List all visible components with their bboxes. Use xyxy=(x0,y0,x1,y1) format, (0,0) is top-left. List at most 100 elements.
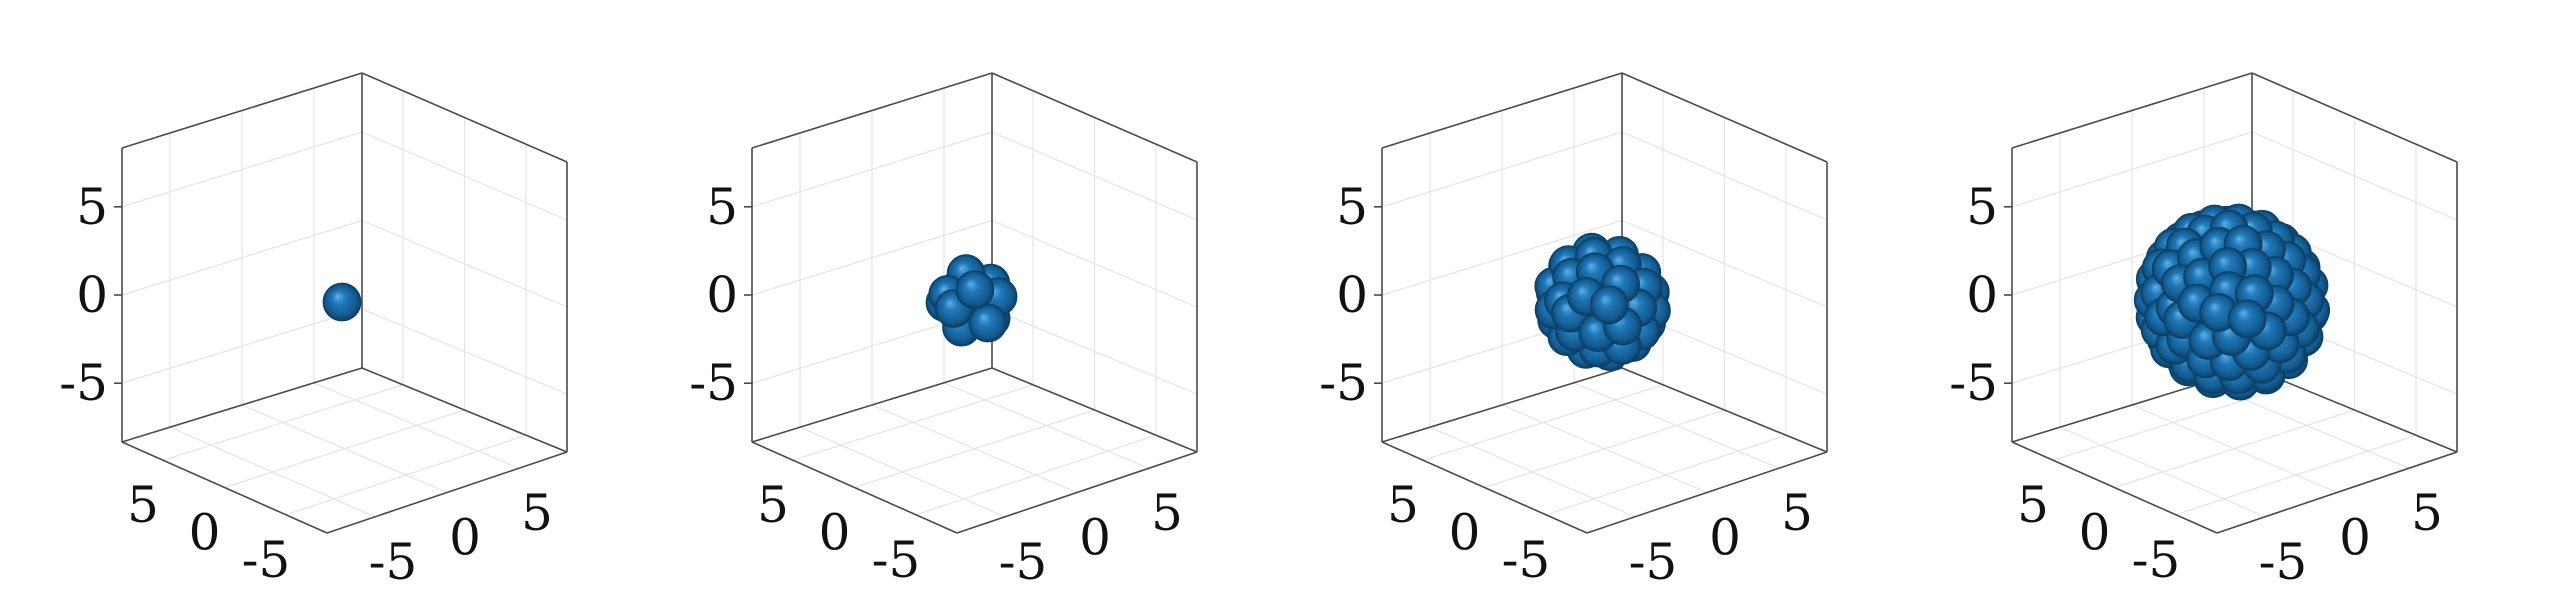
frame-edge xyxy=(2251,72,2458,163)
frame-edge xyxy=(1621,72,1828,163)
z-tick-label: 5 xyxy=(1336,178,1368,236)
z-tick-label: -5 xyxy=(1949,354,1998,412)
y-tick-label: -5 xyxy=(999,533,1048,591)
sphere-point xyxy=(2227,299,2267,339)
frame-edge xyxy=(956,451,1198,534)
y-tick-label: -5 xyxy=(369,533,418,591)
x-tick-label: 5 xyxy=(127,476,159,534)
tick-labels: 50-55 0 -5 -5 0 5 xyxy=(1319,178,1813,591)
frame-edge xyxy=(361,72,568,163)
sphere-point xyxy=(322,282,362,322)
panel-3: 50-55 0 -5 -5 0 5 xyxy=(1319,72,1828,591)
frame-edge xyxy=(751,441,958,534)
grid-line xyxy=(1573,382,1780,469)
grid-line xyxy=(1381,219,1623,296)
y-tick-label: -5 xyxy=(1629,533,1678,591)
grid-line xyxy=(943,382,1150,469)
tick-labels: 50-55 0 -5 -5 0 5 xyxy=(1949,178,2443,591)
z-tick-label: 0 xyxy=(1966,266,1998,324)
grid-line xyxy=(285,434,527,516)
z-tick-label: 5 xyxy=(1966,178,1998,236)
grid-line xyxy=(1484,409,1725,489)
frame-edge xyxy=(751,367,993,443)
frame-edge xyxy=(2011,441,2218,534)
x-tick-label: -5 xyxy=(2132,531,2181,589)
frame-edge xyxy=(121,441,328,534)
grid-line xyxy=(1545,434,1787,516)
z-tick-label: -5 xyxy=(689,354,738,412)
frame-edge xyxy=(2251,367,2458,453)
frame-edge xyxy=(1381,72,1623,149)
panel-4: 50-55 0 -5 -5 0 5 xyxy=(1949,72,2458,591)
tick-labels: 50-55 0 -5 -5 0 5 xyxy=(59,178,553,591)
frame-edge xyxy=(1586,451,1828,534)
frame-edge xyxy=(1381,441,1588,534)
grid-line xyxy=(2114,409,2355,489)
grid-line xyxy=(313,382,520,469)
y-tick-label: 0 xyxy=(2339,509,2371,567)
grid-line xyxy=(361,219,568,308)
z-tick-label: 0 xyxy=(706,266,738,324)
z-tick-label: 0 xyxy=(76,266,108,324)
grid-lines xyxy=(1381,88,1828,518)
z-tick-label: 5 xyxy=(706,178,738,236)
frame-edge xyxy=(326,451,568,534)
x-tick-label: 5 xyxy=(1387,476,1419,534)
sphere-point xyxy=(955,270,995,310)
grid-line xyxy=(751,219,993,296)
frame-edge xyxy=(991,367,1198,453)
z-tick-label: -5 xyxy=(59,354,108,412)
y-tick-label: 5 xyxy=(521,484,553,542)
sphere-cluster xyxy=(1534,232,1671,372)
grid-line xyxy=(991,308,1198,395)
frame-edge xyxy=(2216,451,2458,534)
sphere-point xyxy=(1589,285,1629,325)
x-tick-label: 0 xyxy=(819,504,851,562)
tick-labels: 50-55 0 -5 -5 0 5 xyxy=(689,178,1183,591)
frame-edge xyxy=(361,367,568,453)
frame-edge xyxy=(121,367,363,443)
x-tick-label: -5 xyxy=(1502,531,1551,589)
y-tick-label: 0 xyxy=(449,509,481,567)
x-tick-label: 5 xyxy=(2017,476,2049,534)
panel-1: 50-55 0 -5 -5 0 5 xyxy=(59,72,568,591)
sphere-point xyxy=(968,303,1008,343)
panel-2: 50-55 0 -5 -5 0 5 xyxy=(689,72,1198,591)
sphere-cluster xyxy=(925,254,1018,347)
frame-edge xyxy=(2011,72,2253,149)
frame-edge xyxy=(751,72,993,149)
z-tick-label: 0 xyxy=(1336,266,1368,324)
y-tick-label: 0 xyxy=(1079,509,1111,567)
y-tick-label: 5 xyxy=(1781,484,1813,542)
y-tick-label: 5 xyxy=(1151,484,1183,542)
x-tick-label: 0 xyxy=(2079,504,2111,562)
grid-line xyxy=(224,409,465,489)
sphere-cluster xyxy=(2133,203,2331,401)
grid-lines xyxy=(751,88,1198,518)
grid-line xyxy=(854,409,1095,489)
x-tick-label: 0 xyxy=(1449,504,1481,562)
axes-frame xyxy=(1381,72,1828,534)
frame-edge xyxy=(121,72,363,149)
y-tick-label: 5 xyxy=(2411,484,2443,542)
grid-line xyxy=(121,308,363,384)
z-tick-label: 5 xyxy=(76,178,108,236)
x-tick-label: -5 xyxy=(872,531,921,589)
z-tick-label: -5 xyxy=(1319,354,1368,412)
x-tick-label: -5 xyxy=(242,531,291,589)
y-tick-label: -5 xyxy=(2259,533,2308,591)
axes-frame xyxy=(751,72,1198,534)
frame-edge xyxy=(1381,367,1623,443)
frame-edge xyxy=(1621,367,1828,453)
grid-line xyxy=(991,219,1198,308)
frame-edge xyxy=(991,72,1198,163)
grid-line xyxy=(2175,434,2417,516)
grid-line xyxy=(361,308,568,395)
y-tick-label: 0 xyxy=(1709,509,1741,567)
x-tick-label: 5 xyxy=(757,476,789,534)
grid-line xyxy=(121,219,363,296)
x-tick-label: 0 xyxy=(189,504,221,562)
grid-line xyxy=(1621,219,1828,308)
grid-line xyxy=(915,434,1157,516)
